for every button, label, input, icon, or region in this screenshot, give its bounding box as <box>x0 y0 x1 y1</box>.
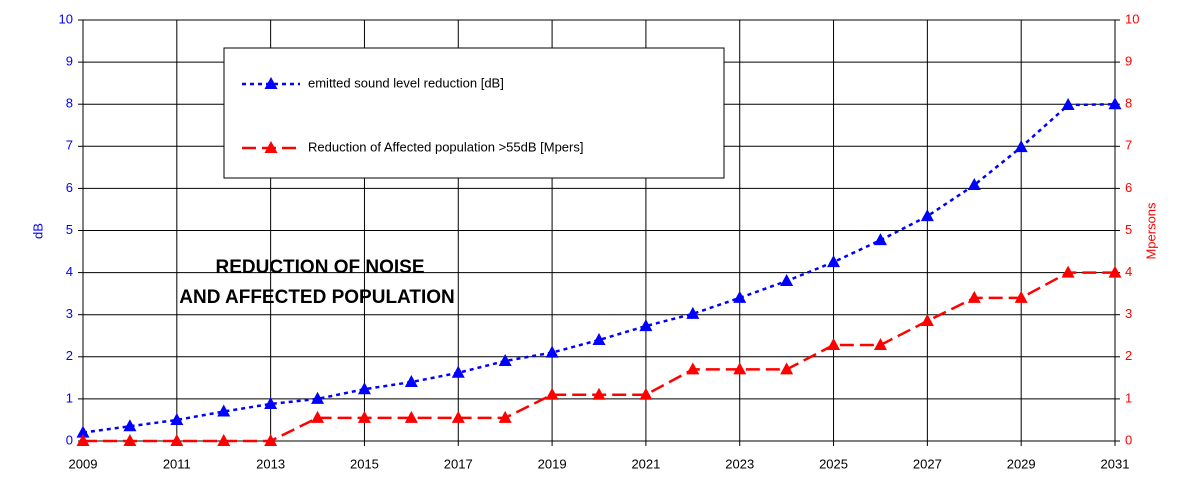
data-point <box>1014 290 1028 303</box>
y-axis-label: dB <box>30 223 45 239</box>
data-point <box>217 434 231 446</box>
data-point <box>733 362 747 375</box>
data-point <box>123 434 137 446</box>
data-point <box>123 419 137 432</box>
x-tick-label: 2017 <box>444 456 473 471</box>
y2-tick-label: 4 <box>1125 264 1132 279</box>
y2-tick-label: 7 <box>1125 138 1132 153</box>
y-tick-label: 9 <box>66 54 73 69</box>
data-point <box>404 375 418 388</box>
data-point <box>639 387 653 400</box>
chart-title: AND AFFECTED POPULATION <box>179 287 455 308</box>
y2-tick-label: 10 <box>1125 11 1139 26</box>
data-point <box>1108 265 1122 278</box>
data-point <box>1061 98 1075 111</box>
data-point <box>827 255 841 268</box>
data-point <box>827 338 841 351</box>
legend-label: Reduction of Affected population >55dB [… <box>308 139 583 154</box>
data-point <box>967 178 981 191</box>
data-point <box>357 382 371 395</box>
y2-tick-label: 8 <box>1125 96 1132 111</box>
y2-tick-label: 6 <box>1125 180 1132 195</box>
data-point <box>264 396 278 409</box>
x-tick-label: 2025 <box>819 456 848 471</box>
x-tick-label: 2031 <box>1101 456 1130 471</box>
data-point <box>1014 140 1028 153</box>
x-tick-label: 2029 <box>1007 456 1036 471</box>
y2-tick-label: 3 <box>1125 306 1132 321</box>
data-point <box>920 314 934 327</box>
data-point <box>686 306 700 319</box>
x-tick-label: 2011 <box>163 456 191 471</box>
y-tick-label: 0 <box>66 432 73 447</box>
data-point <box>639 319 653 332</box>
y-tick-label: 2 <box>66 348 73 363</box>
data-point <box>967 290 981 303</box>
data-point <box>311 410 325 423</box>
x-tick-label: 2015 <box>350 456 379 471</box>
data-point <box>545 387 559 400</box>
y2-tick-label: 5 <box>1125 222 1132 237</box>
data-point <box>264 434 278 446</box>
y-tick-label: 5 <box>66 222 73 237</box>
legend-marker <box>264 77 278 89</box>
data-point <box>592 387 606 400</box>
y-tick-label: 10 <box>59 11 73 26</box>
data-point <box>170 412 184 425</box>
data-point <box>1061 265 1075 278</box>
data-point <box>873 233 887 246</box>
legend-marker <box>264 141 278 153</box>
data-point <box>170 434 184 446</box>
y-tick-label: 8 <box>66 96 73 111</box>
data-point <box>920 209 934 222</box>
y2-tick-label: 0 <box>1125 432 1132 447</box>
y-tick-label: 6 <box>66 180 73 195</box>
data-point <box>498 410 512 423</box>
data-point <box>451 365 465 378</box>
y-tick-label: 7 <box>66 138 73 153</box>
data-point <box>733 290 747 303</box>
y-tick-label: 4 <box>66 264 73 279</box>
legend-box <box>223 47 725 179</box>
chart-title: REDUCTION OF NOISE <box>215 257 424 278</box>
y-tick-label: 3 <box>66 306 73 321</box>
data-point <box>311 391 325 404</box>
y2-tick-label: 2 <box>1125 348 1132 363</box>
x-tick-label: 2019 <box>538 456 567 471</box>
data-point <box>404 410 418 423</box>
data-point <box>592 332 606 345</box>
data-point <box>498 354 512 367</box>
data-point <box>76 434 90 446</box>
data-point <box>451 410 465 423</box>
x-tick-label: 2023 <box>725 456 754 471</box>
y2-tick-label: 1 <box>1125 390 1132 405</box>
data-point <box>76 425 90 438</box>
y-tick-label: 1 <box>66 390 73 405</box>
y2-tick-label: 9 <box>1125 54 1132 69</box>
data-point <box>357 410 371 423</box>
x-tick-label: 2009 <box>69 456 98 471</box>
data-point <box>873 338 887 351</box>
data-point <box>780 362 794 375</box>
x-tick-label: 2027 <box>913 456 942 471</box>
legend-label: emitted sound level reduction [dB] <box>308 75 504 90</box>
data-point <box>1108 97 1122 110</box>
plot-frame <box>82 19 1116 442</box>
y2-axis-label: Mpersons <box>1143 202 1158 260</box>
x-tick-label: 2013 <box>256 456 285 471</box>
data-point <box>217 404 231 417</box>
x-tick-label: 2021 <box>631 456 660 471</box>
data-point <box>686 362 700 375</box>
data-point <box>545 345 559 358</box>
data-point <box>780 274 794 287</box>
